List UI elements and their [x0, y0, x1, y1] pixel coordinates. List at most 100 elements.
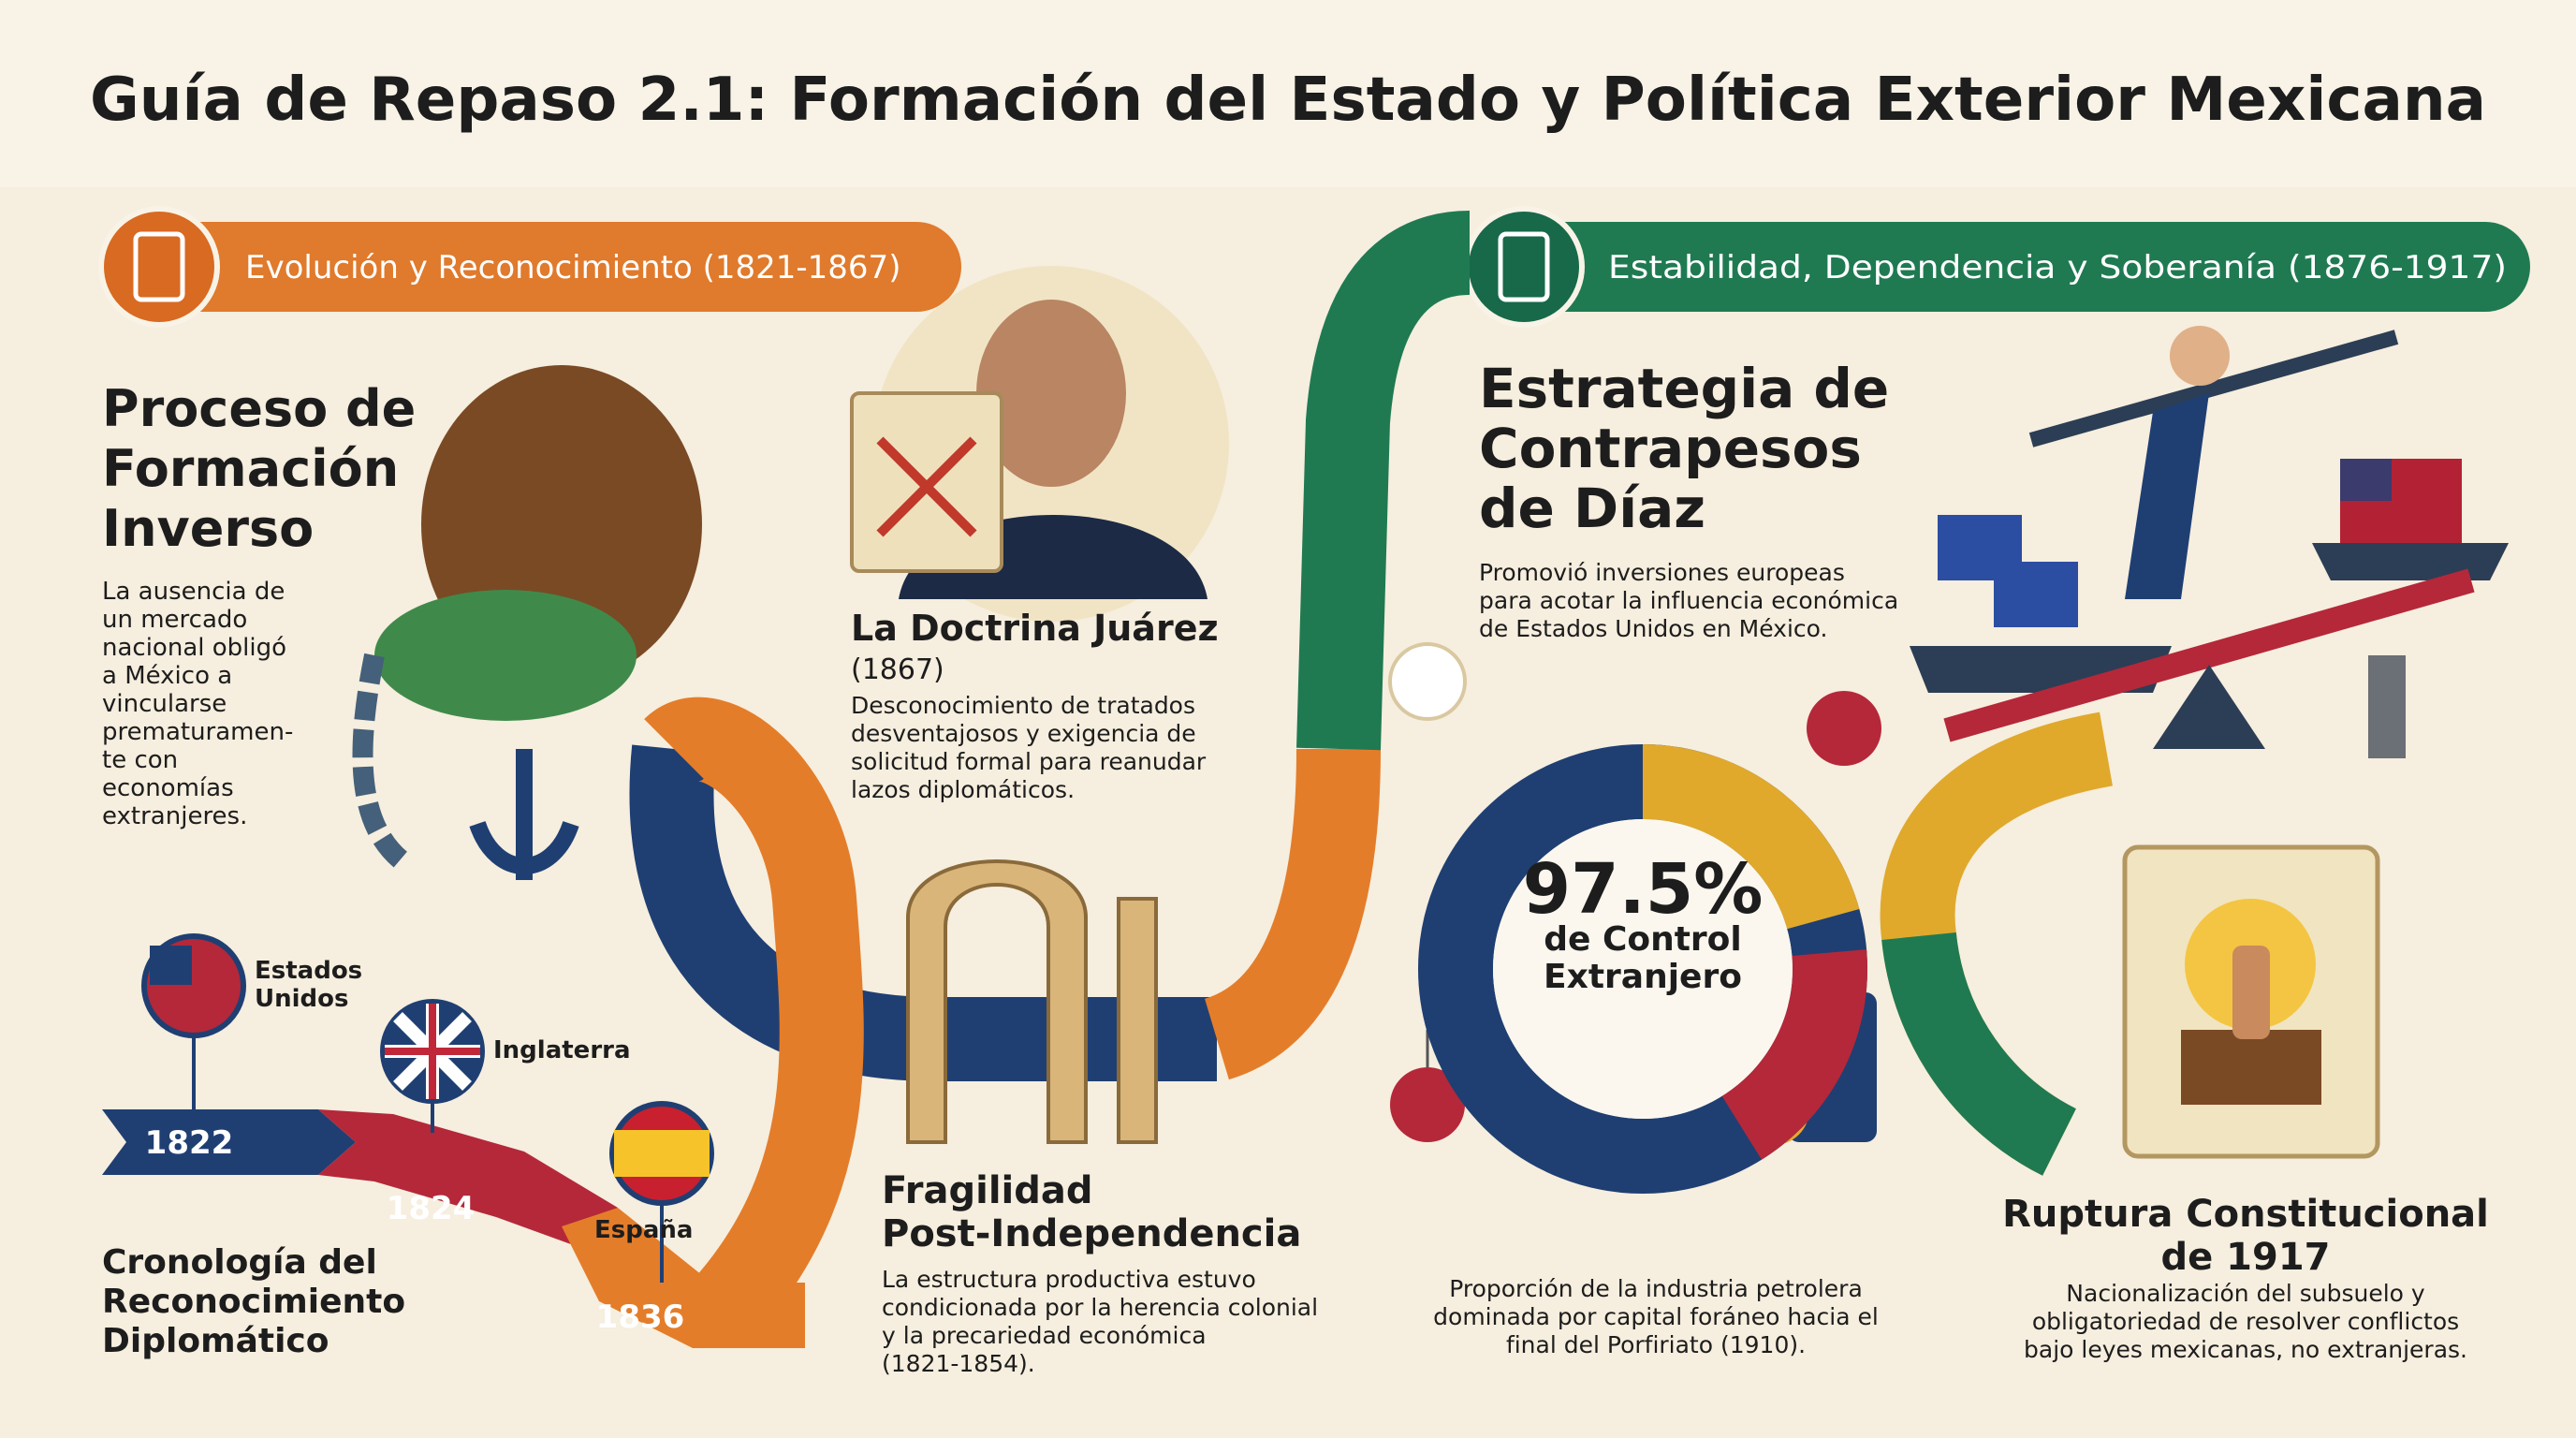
column	[1117, 897, 1158, 1144]
scroll-cross	[876, 436, 977, 537]
card-body-line: (1821-1854).	[882, 1350, 1035, 1377]
card-body: La ausencia de un mercado nacional obligó a…	[102, 578, 293, 830]
card-body-line: obligatoriedad de resolver conflictos	[2032, 1308, 2459, 1335]
card-body-line: para acotar la influencia económica	[1479, 587, 1898, 614]
card-body-line: solicitud formal para reanudar	[851, 748, 1207, 775]
flag-us	[2340, 459, 2392, 501]
card-body-line: y la precariedad económica	[882, 1322, 1207, 1349]
card-title-line: Formación	[102, 439, 399, 498]
timeline-ribbon	[318, 1109, 618, 1255]
card-body: Nacionalización del subsuelo y obligatori…	[2024, 1280, 2467, 1363]
card-body-line: de Estados Unidos en México.	[1479, 615, 1827, 642]
card-title-line: Proceso de	[102, 379, 416, 438]
donut-segment	[1418, 744, 1867, 1194]
card-title: Ruptura Constitucional de 1917	[2002, 1193, 2489, 1279]
fist	[2232, 946, 2270, 1039]
card-body: Desconocimiento de tratados desventajosos…	[851, 692, 1207, 803]
donut-hole	[1493, 819, 1793, 1119]
country-label-line: Estados	[255, 957, 362, 985]
card-title-line: Diplomático	[102, 1322, 329, 1360]
year-label: 1836	[596, 1299, 685, 1336]
section-pill	[1467, 222, 2530, 312]
figure	[2125, 393, 2209, 599]
road	[1202, 748, 1381, 1080]
road	[1881, 932, 2077, 1176]
card-body-line: economías	[102, 774, 234, 802]
card-body-line: nacional obligó	[102, 634, 286, 662]
section-icon	[133, 231, 185, 302]
card-body-line: te con	[102, 746, 178, 774]
card-body-line: Promovió inversiones europeas	[1479, 559, 1845, 586]
flag-us	[150, 946, 192, 985]
flag-es	[614, 1130, 710, 1177]
card-title-line: Post-Independencia	[882, 1212, 1301, 1255]
country-label: España	[594, 1216, 693, 1244]
stat-label: de Control Extranjero	[1544, 920, 1742, 996]
card-title-line: de Díaz	[1479, 477, 1705, 540]
dollar-badge	[1807, 691, 1881, 766]
portrait	[976, 300, 1126, 487]
card-title-line: Estrategia de	[1479, 357, 1889, 420]
page-title: Guía de Repaso 2.1: Formación del Estado…	[90, 66, 2486, 135]
soil	[2181, 1030, 2321, 1105]
card-title-line: Cronología del	[102, 1243, 377, 1282]
card-title: Cronología del Reconocimiento Diplomático	[102, 1243, 405, 1360]
card-body-line: desventajosos y exigencia de	[851, 720, 1196, 747]
timeline-ribbon	[102, 1109, 356, 1175]
scale-pan	[2312, 543, 2509, 580]
card-title: Proceso de Formación Inverso	[102, 379, 416, 558]
country-label-line: España	[594, 1216, 693, 1244]
figure	[2170, 326, 2230, 386]
stat-label-line: Extranjero	[1544, 958, 1742, 996]
road	[1296, 211, 1471, 751]
donut-segment	[1418, 744, 1867, 1194]
card-body: Promovió inversiones europeas para acotar…	[1479, 559, 1898, 642]
card-body: La estructura productiva estuvo condicion…	[882, 1266, 1318, 1377]
country-label: Inglaterra	[493, 1036, 631, 1064]
card-body-line: Nacionalización del subsuelo y	[2066, 1280, 2425, 1307]
flag-eu	[1994, 562, 2078, 627]
card-body-line: a México a	[102, 662, 232, 690]
card-title-line: Reconocimiento	[102, 1283, 405, 1321]
arch	[906, 859, 1088, 1144]
card-body-line: Desconocimiento de tratados	[851, 692, 1195, 719]
section-label: Evolución y Reconocimiento (1821-1867)	[245, 249, 900, 286]
flag-mx	[1388, 642, 1467, 721]
stat-value: 97.5%	[1523, 849, 1764, 930]
card-body-line: extranjeres.	[102, 802, 247, 830]
scale-beam	[2028, 330, 2399, 448]
fulcrum	[2153, 665, 2265, 749]
country-label: Estados Unidos	[255, 957, 362, 1013]
card-body-line: La ausencia de	[102, 578, 285, 606]
country-label-line: Unidos	[255, 985, 348, 1013]
card-title-line: Ruptura Constitucional	[2002, 1193, 2489, 1236]
card-title-line: Fragilidad	[882, 1169, 1093, 1212]
card-body: Proporción de la industria petrolera domi…	[1433, 1275, 1879, 1358]
stat-label-line: de Control	[1544, 920, 1742, 959]
card-body-line: La estructura productiva estuvo	[882, 1266, 1256, 1293]
card-body-line: condicionada por la herencia colonial	[882, 1294, 1318, 1321]
paper-tone	[0, 187, 2576, 1438]
card-title: Estrategia de Contrapesos de Díaz	[1479, 357, 1889, 540]
card-body-line: prematuramen-	[102, 718, 293, 746]
section-pill	[102, 222, 961, 312]
dollar-badge	[1390, 1067, 1465, 1142]
chain	[352, 653, 410, 870]
section-icon	[1498, 231, 1550, 302]
road	[644, 697, 864, 1329]
section-label: Estabilidad, Dependencia y Soberanía (18…	[1608, 249, 2507, 286]
card-body-line: bajo leyes mexicanas, no extranjeras.	[2024, 1336, 2467, 1363]
card-subtitle: (1867)	[851, 653, 944, 686]
year-label: 1822	[145, 1124, 234, 1162]
card-body-line: lazos diplomáticos.	[851, 776, 1075, 803]
flag-uk	[385, 1004, 480, 1099]
anchor	[469, 749, 579, 880]
country-label-line: Inglaterra	[493, 1036, 631, 1064]
seesaw	[1943, 568, 2475, 742]
cactus	[374, 590, 637, 721]
card-body-line: Proporción de la industria petrolera	[1449, 1275, 1863, 1302]
factory	[2368, 655, 2406, 758]
timeline-ribbon	[562, 1208, 805, 1348]
